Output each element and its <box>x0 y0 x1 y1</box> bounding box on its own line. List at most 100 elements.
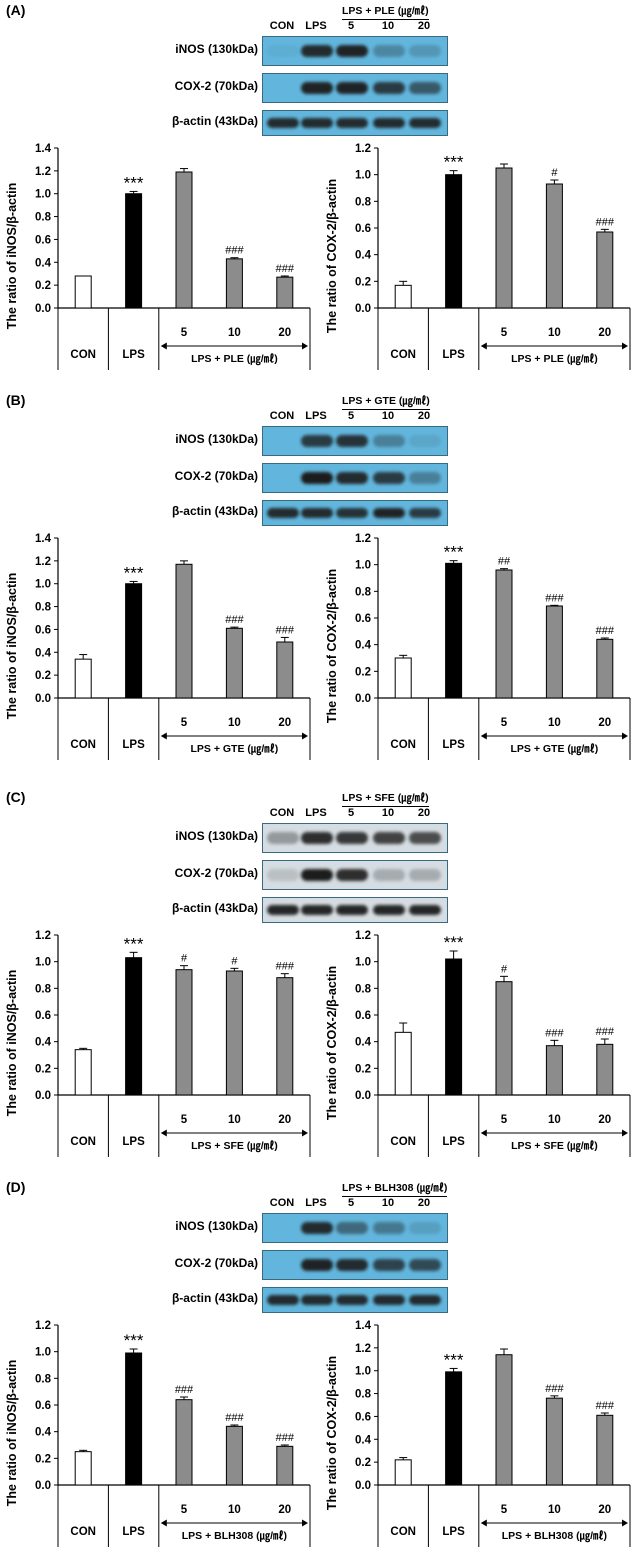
protein-band <box>336 117 368 129</box>
y-tick-label: 0.4 <box>355 640 372 652</box>
protein-band <box>301 868 333 882</box>
group-label-lps: LPS <box>122 1526 145 1538</box>
bar-lps <box>445 562 463 699</box>
panel-label: (B) <box>6 392 26 408</box>
group-label-lps: LPS <box>442 739 465 751</box>
significance-label: ## <box>498 556 511 568</box>
blot-label: COX-2 (70kDa) <box>174 469 258 483</box>
bar-20 <box>276 1445 294 1486</box>
inos-chart: 0.0 0.2 0.4 0.6 0.8 1.0 1.2 1.4 The ratio of iNO… <box>5 533 311 760</box>
lane-header-con: CON <box>269 1197 295 1209</box>
protein-band <box>301 117 333 129</box>
protein-band <box>373 507 405 519</box>
protein-band <box>336 1258 368 1272</box>
significance-label: *** <box>444 153 464 172</box>
dose-label: 5 <box>501 1114 508 1126</box>
y-tick-label: 0.2 <box>35 1063 51 1075</box>
blot-membrane <box>262 426 448 456</box>
y-axis-title: The ratio of COX-2/β-actin <box>325 966 339 1120</box>
bar-con <box>394 284 412 309</box>
dose-label: 20 <box>598 1114 611 1126</box>
y-tick-label: 0.4 <box>355 1434 372 1446</box>
y-tick-label: 0.6 <box>355 613 371 625</box>
panel-d: (D) CON LPS 5 10 20 LPS + BLH308 (㎍/㎖) iNOS (13… <box>0 1177 636 1562</box>
y-tick-label: 0.8 <box>355 983 372 995</box>
inos-chart: 0.0 0.2 0.4 0.6 0.8 1.0 1.2 The ratio of iNOS/β… <box>5 930 311 1157</box>
y-tick-label: 0.8 <box>35 602 52 614</box>
lane-header-lps: LPS <box>305 410 327 422</box>
arrow-head-right <box>302 732 308 740</box>
protein-band <box>301 44 333 58</box>
dose-label: 10 <box>228 1504 241 1516</box>
bar-10 <box>225 258 243 309</box>
y-tick-label: 0.4 <box>35 257 52 269</box>
y-tick-label: 1.2 <box>35 930 51 942</box>
protein-band <box>336 831 368 845</box>
y-tick-label: 0.0 <box>35 1480 51 1492</box>
bar-5 <box>175 969 193 1096</box>
significance-label: *** <box>124 173 144 192</box>
arrow-head-right <box>622 732 628 740</box>
treatment-header: LPS + SFE (㎍/㎖) <box>342 790 429 807</box>
y-tick-label: 0.2 <box>35 670 51 682</box>
protein-band <box>373 868 405 882</box>
y-tick-label: 0.4 <box>355 1037 372 1049</box>
y-tick-label: 0.2 <box>355 1063 371 1075</box>
bar-lps <box>125 583 143 699</box>
lane-header-dose: 20 <box>417 410 431 422</box>
group-label-treatment: LPS + BLH308 (㎍/㎖) <box>502 1530 607 1542</box>
y-tick-label: 1.4 <box>35 143 52 155</box>
panel-c: (C) CON LPS 5 10 20 LPS + SFE (㎍/㎖) iNOS (130kD… <box>0 787 636 1172</box>
group-label-con: CON <box>70 1526 96 1538</box>
y-tick-label: 0.8 <box>35 212 52 224</box>
y-axis-title: The ratio of iNOS/β-actin <box>5 573 19 720</box>
y-tick-label: 1.4 <box>35 533 52 545</box>
significance-label: # <box>551 167 558 179</box>
arrow-head-left <box>160 1129 167 1137</box>
protein-band <box>373 1221 405 1235</box>
bar-5 <box>495 1354 513 1486</box>
dose-label: 20 <box>598 717 611 729</box>
group-label-con: CON <box>70 739 96 751</box>
y-axis-title: The ratio of iNOS/β-actin <box>5 970 19 1117</box>
significance-label: ### <box>276 1432 295 1444</box>
significance-label: ### <box>545 1383 564 1395</box>
protein-band <box>373 831 405 845</box>
y-tick-label: 1.4 <box>355 1320 372 1332</box>
y-tick-label: 1.2 <box>355 930 371 942</box>
significance-label: ### <box>545 592 564 604</box>
dose-label: 20 <box>278 327 291 339</box>
dose-label: 20 <box>598 1504 611 1516</box>
group-label-lps: LPS <box>122 349 145 361</box>
western-blot: CON LPS 5 10 20 LPS + GTE (㎍/㎖) iNOS (130kDa) C… <box>0 390 636 530</box>
protein-band <box>409 81 441 95</box>
y-tick-label: 1.0 <box>355 560 371 572</box>
protein-band <box>336 1221 368 1235</box>
significance-label: ### <box>596 216 615 228</box>
dose-label: 20 <box>278 1114 291 1126</box>
y-tick-label: 0.8 <box>355 586 372 598</box>
dose-label: 10 <box>548 327 561 339</box>
dose-label: 10 <box>228 717 241 729</box>
group-label-con: CON <box>390 1526 416 1538</box>
significance-label: ### <box>545 1027 564 1039</box>
lane-header-con: CON <box>269 20 295 32</box>
arrow-head-left <box>160 1519 167 1527</box>
y-axis-title: The ratio of COX-2/β-actin <box>325 569 339 723</box>
protein-band <box>267 117 299 129</box>
dose-label: 5 <box>181 1504 188 1516</box>
inos-chart: 0.0 0.2 0.4 0.6 0.8 1.0 1.2 The ratio of iNOS/β… <box>5 1320 311 1547</box>
group-label-treatment: LPS + BLH308 (㎍/㎖) <box>182 1530 287 1542</box>
blot-label: β-actin (43kDa) <box>171 901 258 915</box>
blot-membrane <box>262 823 448 853</box>
dose-label: 20 <box>598 327 611 339</box>
group-label-con: CON <box>390 349 416 361</box>
protein-band <box>373 471 405 485</box>
protein-band <box>267 868 299 882</box>
bar-10 <box>225 970 243 1096</box>
treatment-header: LPS + PLE (㎍/㎖) <box>342 3 429 20</box>
protein-band <box>409 1258 441 1272</box>
blot-membrane <box>262 36 448 66</box>
treatment-header: LPS + BLH308 (㎍/㎖) <box>342 1180 448 1197</box>
y-tick-label: 0.0 <box>355 1090 371 1102</box>
